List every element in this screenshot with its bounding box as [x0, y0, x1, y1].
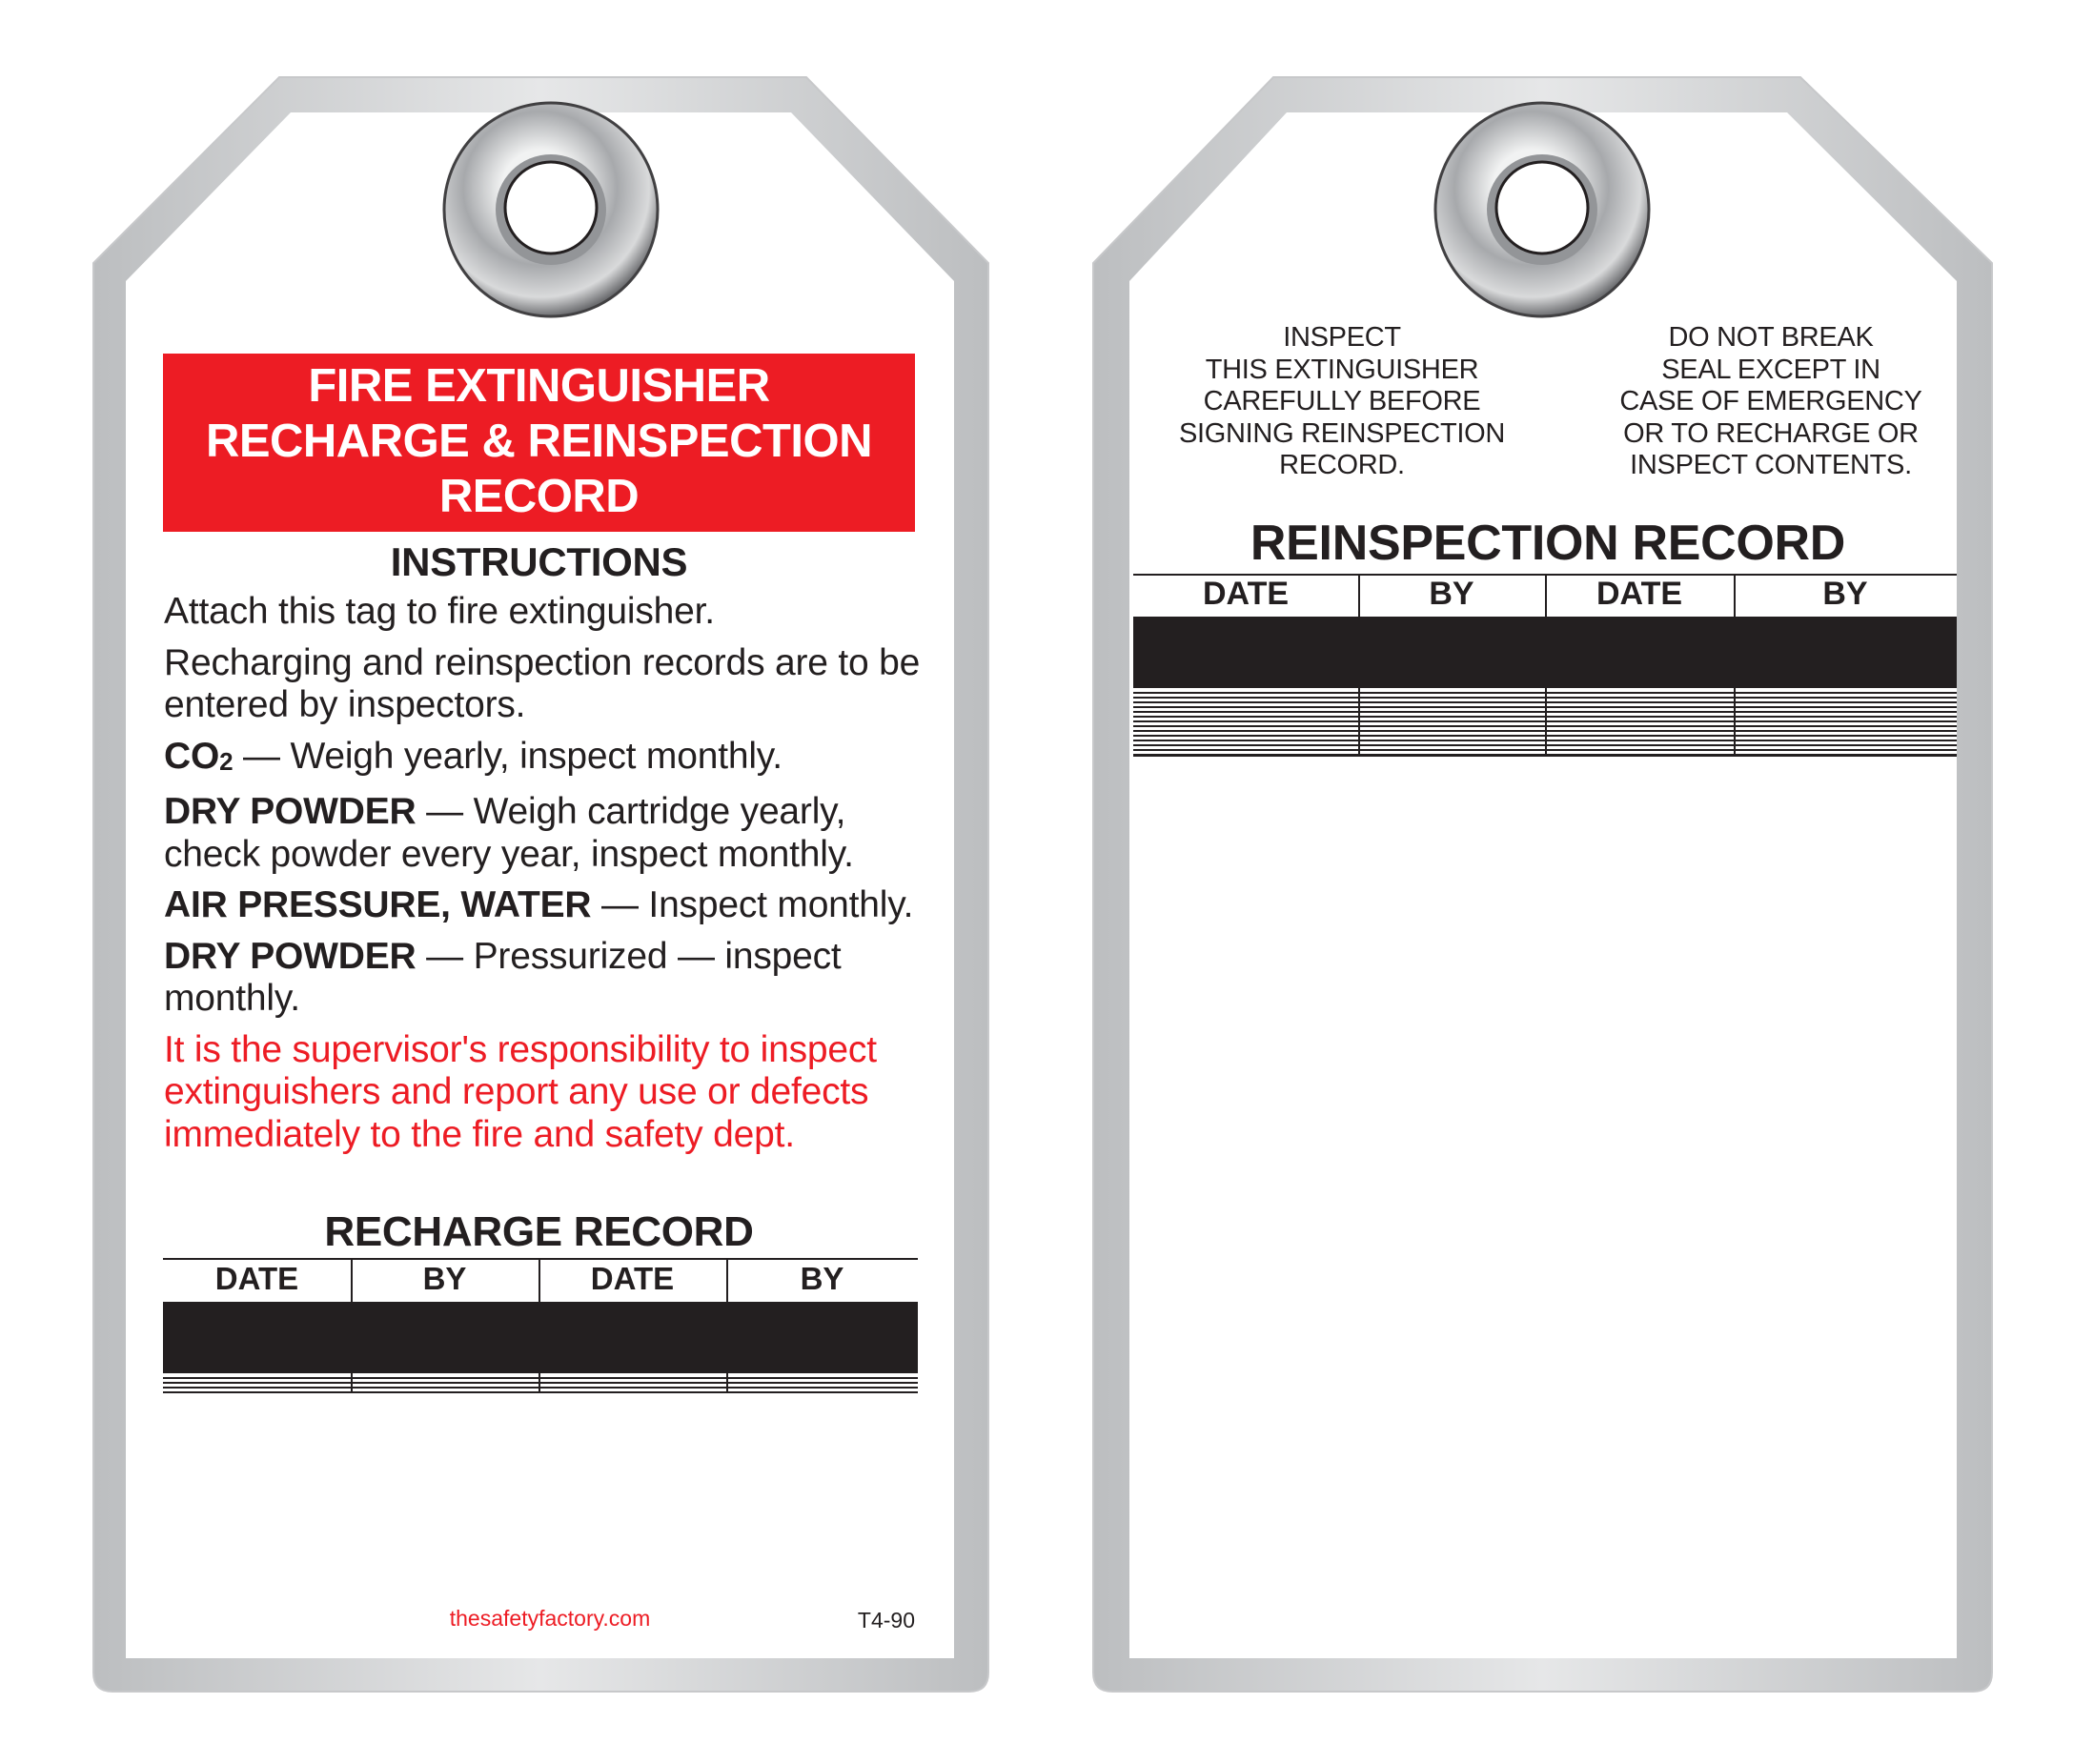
- reinspection-record-title: REINSPECTION RECORD: [1250, 516, 1846, 571]
- instruction-text: — Weigh cartridge yearly, check powder e…: [164, 791, 854, 875]
- instruction-keyword: DRY POWDER: [164, 791, 417, 832]
- website-link[interactable]: thesafetyfactory.com: [449, 1606, 651, 1631]
- recharge-record-title: RECHARGE RECORD: [324, 1208, 754, 1255]
- note-line: INSPECT: [1283, 322, 1401, 353]
- table-header-rule: [163, 1302, 918, 1373]
- table-cell[interactable]: [1545, 750, 1734, 755]
- note-line: OR TO RECHARGE OR: [1623, 417, 1919, 449]
- note-line: CASE OF EMERGENCY: [1619, 386, 1922, 416]
- column-header: BY: [800, 1261, 844, 1297]
- table-row-rule: [163, 1391, 918, 1393]
- table-cell[interactable]: [539, 1388, 726, 1392]
- column-divider: [1734, 574, 1736, 756]
- note-line: RECORD.: [1279, 450, 1405, 480]
- instruction-line: Attach this tag to fire extinguisher.: [164, 591, 926, 634]
- table-row-rule: [163, 1387, 918, 1389]
- supervisor-warning: It is the supervisor's responsibility to…: [164, 1028, 877, 1155]
- note-line: DO NOT BREAK: [1668, 322, 1874, 353]
- table-row-rule: [163, 1377, 918, 1379]
- column-header: BY: [1822, 576, 1868, 613]
- column-header: BY: [422, 1261, 467, 1297]
- note-line: SEAL EXCEPT IN: [1661, 354, 1880, 385]
- column-header: DATE: [214, 1261, 299, 1297]
- instruction-text: — Weigh yearly, inspect monthly.: [233, 735, 782, 777]
- note-line: INSPECT CONTENTS.: [1630, 450, 1912, 480]
- instruction-text: — Pressurized — inspect monthly.: [164, 935, 842, 1020]
- instruction-text: Recharging and reinspection records are …: [164, 641, 921, 726]
- column-divider: [1545, 574, 1547, 756]
- column-divider: [539, 1258, 540, 1392]
- instruction-keyword: AIR PRESSURE, WATER: [164, 884, 592, 925]
- instruction-line: CO2 — Weigh yearly, inspect monthly.: [164, 736, 926, 783]
- instruction-text: Attach this tag to fire extinguisher.: [164, 591, 715, 632]
- instruction-line: Recharging and reinspection records are …: [164, 642, 926, 727]
- table-cell[interactable]: [163, 1388, 351, 1392]
- instructions-heading: INSTRUCTIONS: [390, 539, 688, 584]
- note-line: CAREFULLY BEFORE: [1203, 386, 1481, 416]
- column-header: BY: [1429, 576, 1474, 613]
- title-line: RECORD: [438, 471, 640, 522]
- table-cell[interactable]: [1133, 750, 1358, 755]
- note-line: SIGNING REINSPECTION: [1178, 417, 1506, 449]
- recharge-record-table: DATE BY DATE BY: [163, 1258, 918, 1594]
- title-banner: FIRE EXTINGUISHER RECHARGE & REINSPECTIO…: [163, 354, 915, 532]
- instruction-line: AIR PRESSURE, WATER — Inspect monthly.: [164, 884, 926, 927]
- column-divider: [1358, 574, 1360, 756]
- seal-note: DO NOT BREAK SEAL EXCEPT IN CASE OF EMER…: [1571, 322, 1971, 482]
- instructions-body: Attach this tag to fire extinguisher. Rec…: [164, 591, 926, 1165]
- instruction-line: DRY POWDER — Weigh cartridge yearly, che…: [164, 791, 926, 876]
- title-line: FIRE EXTINGUISHER: [308, 360, 770, 412]
- column-header: DATE: [590, 1261, 675, 1297]
- column-header: DATE: [1202, 576, 1290, 613]
- note-line: THIS EXTINGUISHER: [1205, 354, 1479, 385]
- subscript: 2: [219, 746, 234, 776]
- table-cell[interactable]: [1734, 750, 1957, 755]
- title-line: RECHARGE & REINSPECTION: [205, 416, 873, 467]
- instruction-keyword: CO: [164, 735, 220, 777]
- instruction-keyword: DRY POWDER: [164, 935, 417, 977]
- column-divider: [726, 1258, 728, 1392]
- column-divider: [351, 1258, 353, 1392]
- product-code: T4-90: [857, 1608, 915, 1632]
- table-cell[interactable]: [1358, 750, 1545, 755]
- table-cell[interactable]: [726, 1388, 918, 1392]
- table-row-rule: [1133, 754, 1957, 758]
- table-top-rule: [163, 1258, 918, 1260]
- back-tag: [1092, 76, 1993, 1693]
- reinspection-record-table: DATE BY DATE BY: [1133, 574, 1957, 1627]
- table-cell[interactable]: [351, 1388, 539, 1392]
- instruction-line: DRY POWDER — Pressurized — inspect month…: [164, 936, 926, 1021]
- table-row-rule: [163, 1382, 918, 1384]
- metal-grommet-icon: [442, 101, 660, 318]
- inspect-note: INSPECT THIS EXTINGUISHER CAREFULLY BEFO…: [1142, 322, 1542, 482]
- instruction-text: — Inspect monthly.: [591, 884, 914, 925]
- column-header: DATE: [1595, 576, 1683, 613]
- metal-grommet-icon: [1433, 101, 1651, 318]
